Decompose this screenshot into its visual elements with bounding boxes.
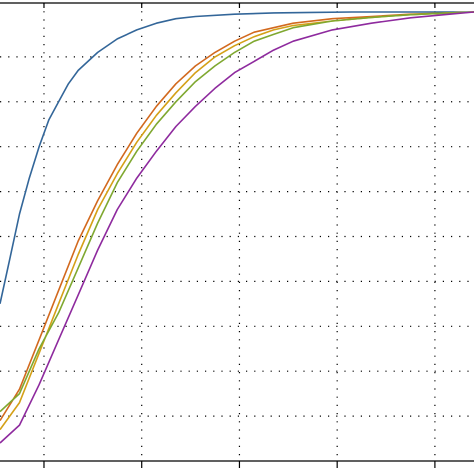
series-line-4 [0,11,474,444]
series-line-0 [0,11,474,304]
series-group [0,11,474,444]
series-line-1 [0,11,474,422]
series-line-3 [0,11,474,413]
series-line-2 [0,11,474,431]
